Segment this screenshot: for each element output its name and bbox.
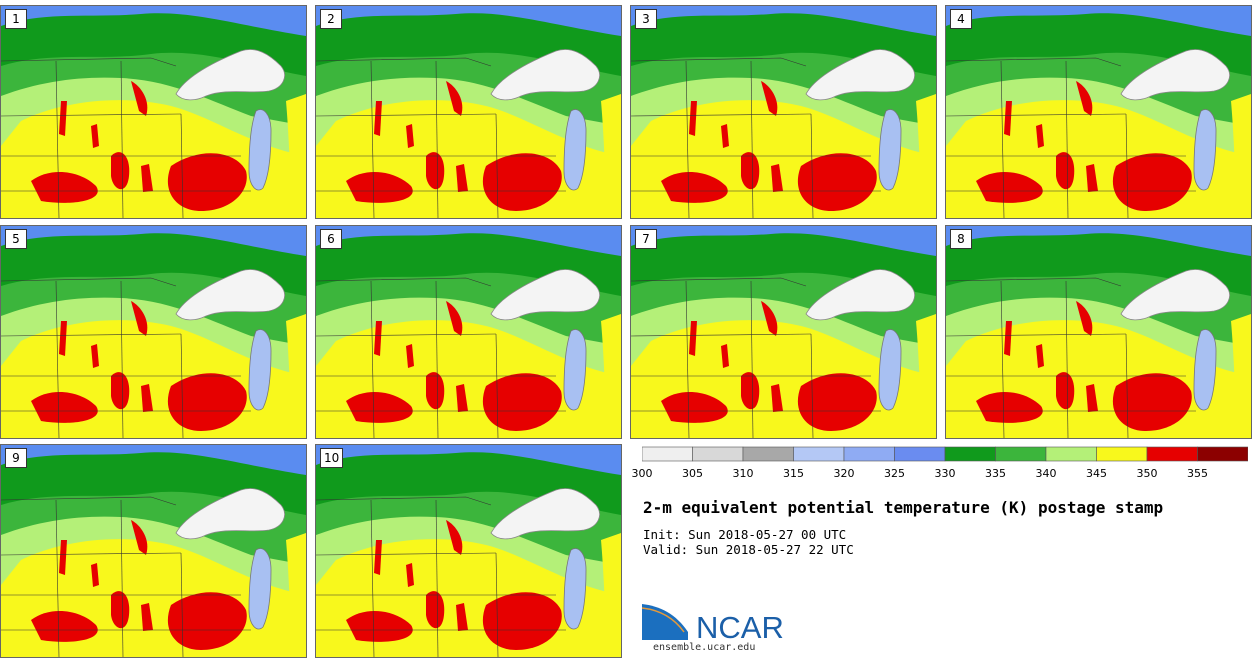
map-panel: 7 [630, 225, 937, 439]
colorbar-swatch [1096, 446, 1148, 462]
figure-title: 2-m equivalent potential temperature (K)… [643, 498, 1164, 517]
map-image [1, 226, 306, 438]
map-image [946, 6, 1251, 218]
colorbar-tick-label: 325 [884, 467, 905, 480]
panel-label: 6 [320, 229, 342, 249]
map-panel: 6 [315, 225, 622, 439]
colorbar-tick-label: 330 [934, 467, 956, 480]
map-panel: 3 [630, 5, 937, 219]
map-image [316, 6, 621, 218]
colorbar-tick-label: 335 [985, 467, 1006, 480]
panel-label: 5 [5, 229, 27, 249]
colorbar-tick-label: 340 [1035, 467, 1057, 480]
map-image [1, 6, 306, 218]
map-image [631, 226, 936, 438]
map-panel: 10 [315, 444, 622, 658]
colorbar-tick-label: 345 [1086, 467, 1107, 480]
panel-label: 8 [950, 229, 972, 249]
colorbar-tick-label: 355 [1187, 467, 1208, 480]
logo-text: NCAR [696, 610, 784, 642]
valid-time: Valid: Sun 2018-05-27 22 UTC [643, 542, 854, 557]
map-panel: 9 [0, 444, 307, 658]
colorbar-swatch [793, 446, 845, 462]
map-image [316, 226, 621, 438]
panel-label: 7 [635, 229, 657, 249]
colorbar-swatch [742, 446, 794, 462]
ncar-logo: NCAR [642, 601, 784, 642]
colorbar-swatch [642, 446, 693, 462]
colorbar-swatch [843, 446, 895, 462]
map-image [316, 445, 621, 657]
colorbar-tick-label: 315 [783, 467, 804, 480]
map-panel: 8 [945, 225, 1252, 439]
map-image [946, 226, 1251, 438]
colorbar-swatch [894, 446, 946, 462]
map-panel: 4 [945, 5, 1252, 219]
panel-label: 3 [635, 9, 657, 29]
panel-label: 9 [5, 448, 27, 468]
panel-label: 2 [320, 9, 342, 29]
colorbar-tick-label: 310 [732, 467, 754, 480]
colorbar [642, 446, 1248, 462]
init-time: Init: Sun 2018-05-27 00 UTC [643, 527, 847, 542]
panel-label: 10 [320, 448, 344, 468]
map-panel: 5 [0, 225, 307, 439]
colorbar-swatch [1146, 446, 1198, 462]
colorbar-tick-label: 350 [1136, 467, 1158, 480]
map-panel: 2 [315, 5, 622, 219]
map-panel: 1 [0, 5, 307, 219]
colorbar-tick-label: 305 [682, 467, 703, 480]
panel-label: 4 [950, 9, 972, 29]
panel-label: 1 [5, 9, 27, 29]
colorbar-swatch [692, 446, 744, 462]
colorbar-swatch [1045, 446, 1097, 462]
colorbar-tick-label: 300 [631, 467, 653, 480]
map-image [631, 6, 936, 218]
colorbar-swatch [995, 446, 1047, 462]
colorbar-tick-label: 320 [833, 467, 855, 480]
colorbar-swatch [1197, 446, 1248, 462]
site-url: ensemble.ucar.edu [653, 642, 756, 653]
colorbar-swatch [944, 446, 996, 462]
map-image [1, 445, 306, 657]
